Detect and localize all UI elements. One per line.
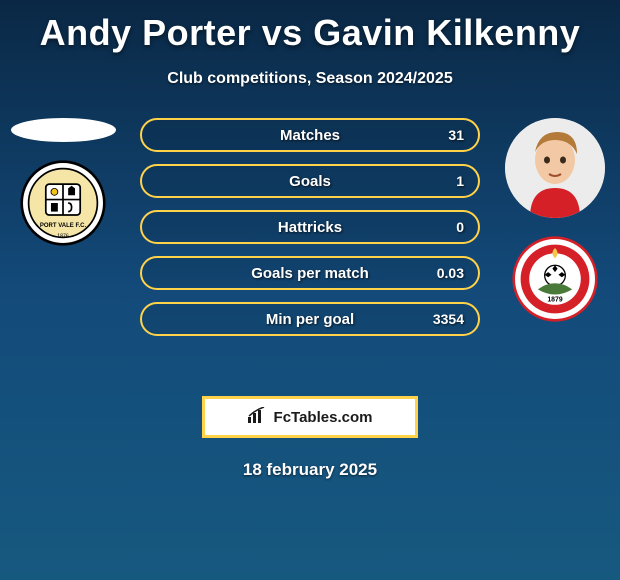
chart-icon: [248, 407, 268, 427]
stat-row: Goals 1: [140, 164, 480, 198]
brand-badge: FcTables.com: [202, 396, 418, 438]
svg-text:1879: 1879: [547, 296, 562, 303]
left-player-column: PORT VALE F.C. 1876: [8, 118, 118, 246]
left-club-crest: PORT VALE F.C. 1876: [20, 160, 106, 246]
right-club-crest: 1879: [512, 236, 598, 322]
stat-label: Goals: [142, 173, 478, 190]
stat-label: Matches: [142, 127, 478, 144]
stat-label: Min per goal: [142, 311, 478, 328]
stat-row: Matches 31: [140, 118, 480, 152]
stat-label: Goals per match: [142, 265, 478, 282]
stat-row: Min per goal 3354: [140, 302, 480, 336]
brand-label: FcTables.com: [274, 409, 373, 426]
svg-text:PORT VALE F.C.: PORT VALE F.C.: [40, 223, 87, 229]
page-title: Andy Porter vs Gavin Kilkenny: [0, 0, 620, 54]
right-player-avatar: [505, 118, 605, 218]
subtitle: Club competitions, Season 2024/2025: [0, 70, 620, 88]
right-player-column: 1879: [500, 118, 610, 322]
stat-row: Hattricks 0: [140, 210, 480, 244]
stat-row: Goals per match 0.03: [140, 256, 480, 290]
date-label: 18 february 2025: [0, 460, 620, 480]
comparison-panel: PORT VALE F.C. 1876 Matches 31 Goals 1 H…: [0, 118, 620, 378]
left-player-avatar: [11, 118, 116, 142]
stats-list: Matches 31 Goals 1 Hattricks 0 Goals per…: [140, 118, 480, 348]
svg-text:1876: 1876: [57, 233, 69, 239]
stat-label: Hattricks: [142, 219, 478, 236]
